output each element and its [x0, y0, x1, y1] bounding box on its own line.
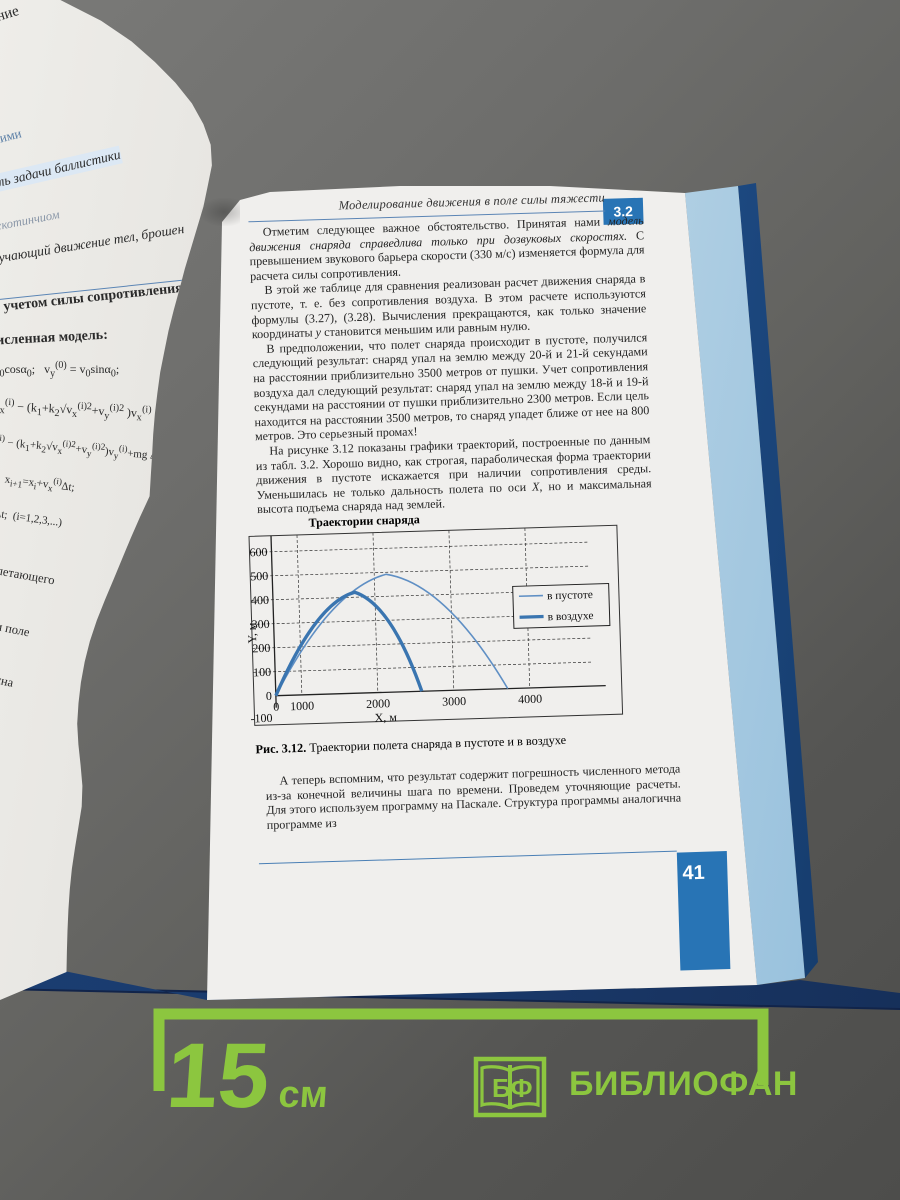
svg-text:Y, м: Y, м — [245, 622, 260, 644]
svg-text:1000: 1000 — [290, 699, 314, 714]
svg-text:-100: -100 — [250, 711, 272, 726]
svg-text:0: 0 — [273, 700, 279, 714]
svg-text:600: 600 — [249, 545, 267, 560]
svg-text:в воздухе: в воздухе — [547, 610, 593, 623]
svg-text:500: 500 — [250, 569, 268, 584]
svg-text:4000: 4000 — [518, 692, 542, 707]
svg-text:X, м: X, м — [374, 710, 397, 725]
svg-text:БФ: БФ — [492, 1073, 533, 1103]
svg-text:2000: 2000 — [366, 696, 390, 711]
svg-text:3000: 3000 — [442, 694, 466, 709]
svg-text:в пустоте: в пустоте — [547, 589, 593, 602]
svg-text:0: 0 — [266, 689, 272, 703]
svg-text:400: 400 — [251, 593, 269, 608]
svg-text:100: 100 — [253, 665, 271, 680]
